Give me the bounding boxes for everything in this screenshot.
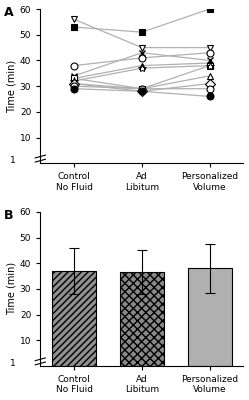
Y-axis label: Time (min): Time (min)	[7, 262, 17, 316]
Bar	[187, 268, 232, 366]
Y-axis label: Time (min): Time (min)	[7, 60, 17, 113]
Text: 1: 1	[10, 359, 16, 368]
Bar	[120, 272, 164, 366]
Text: B: B	[4, 209, 13, 222]
Text: 1: 1	[10, 156, 16, 165]
Bar	[52, 271, 96, 366]
Text: A: A	[4, 6, 13, 19]
